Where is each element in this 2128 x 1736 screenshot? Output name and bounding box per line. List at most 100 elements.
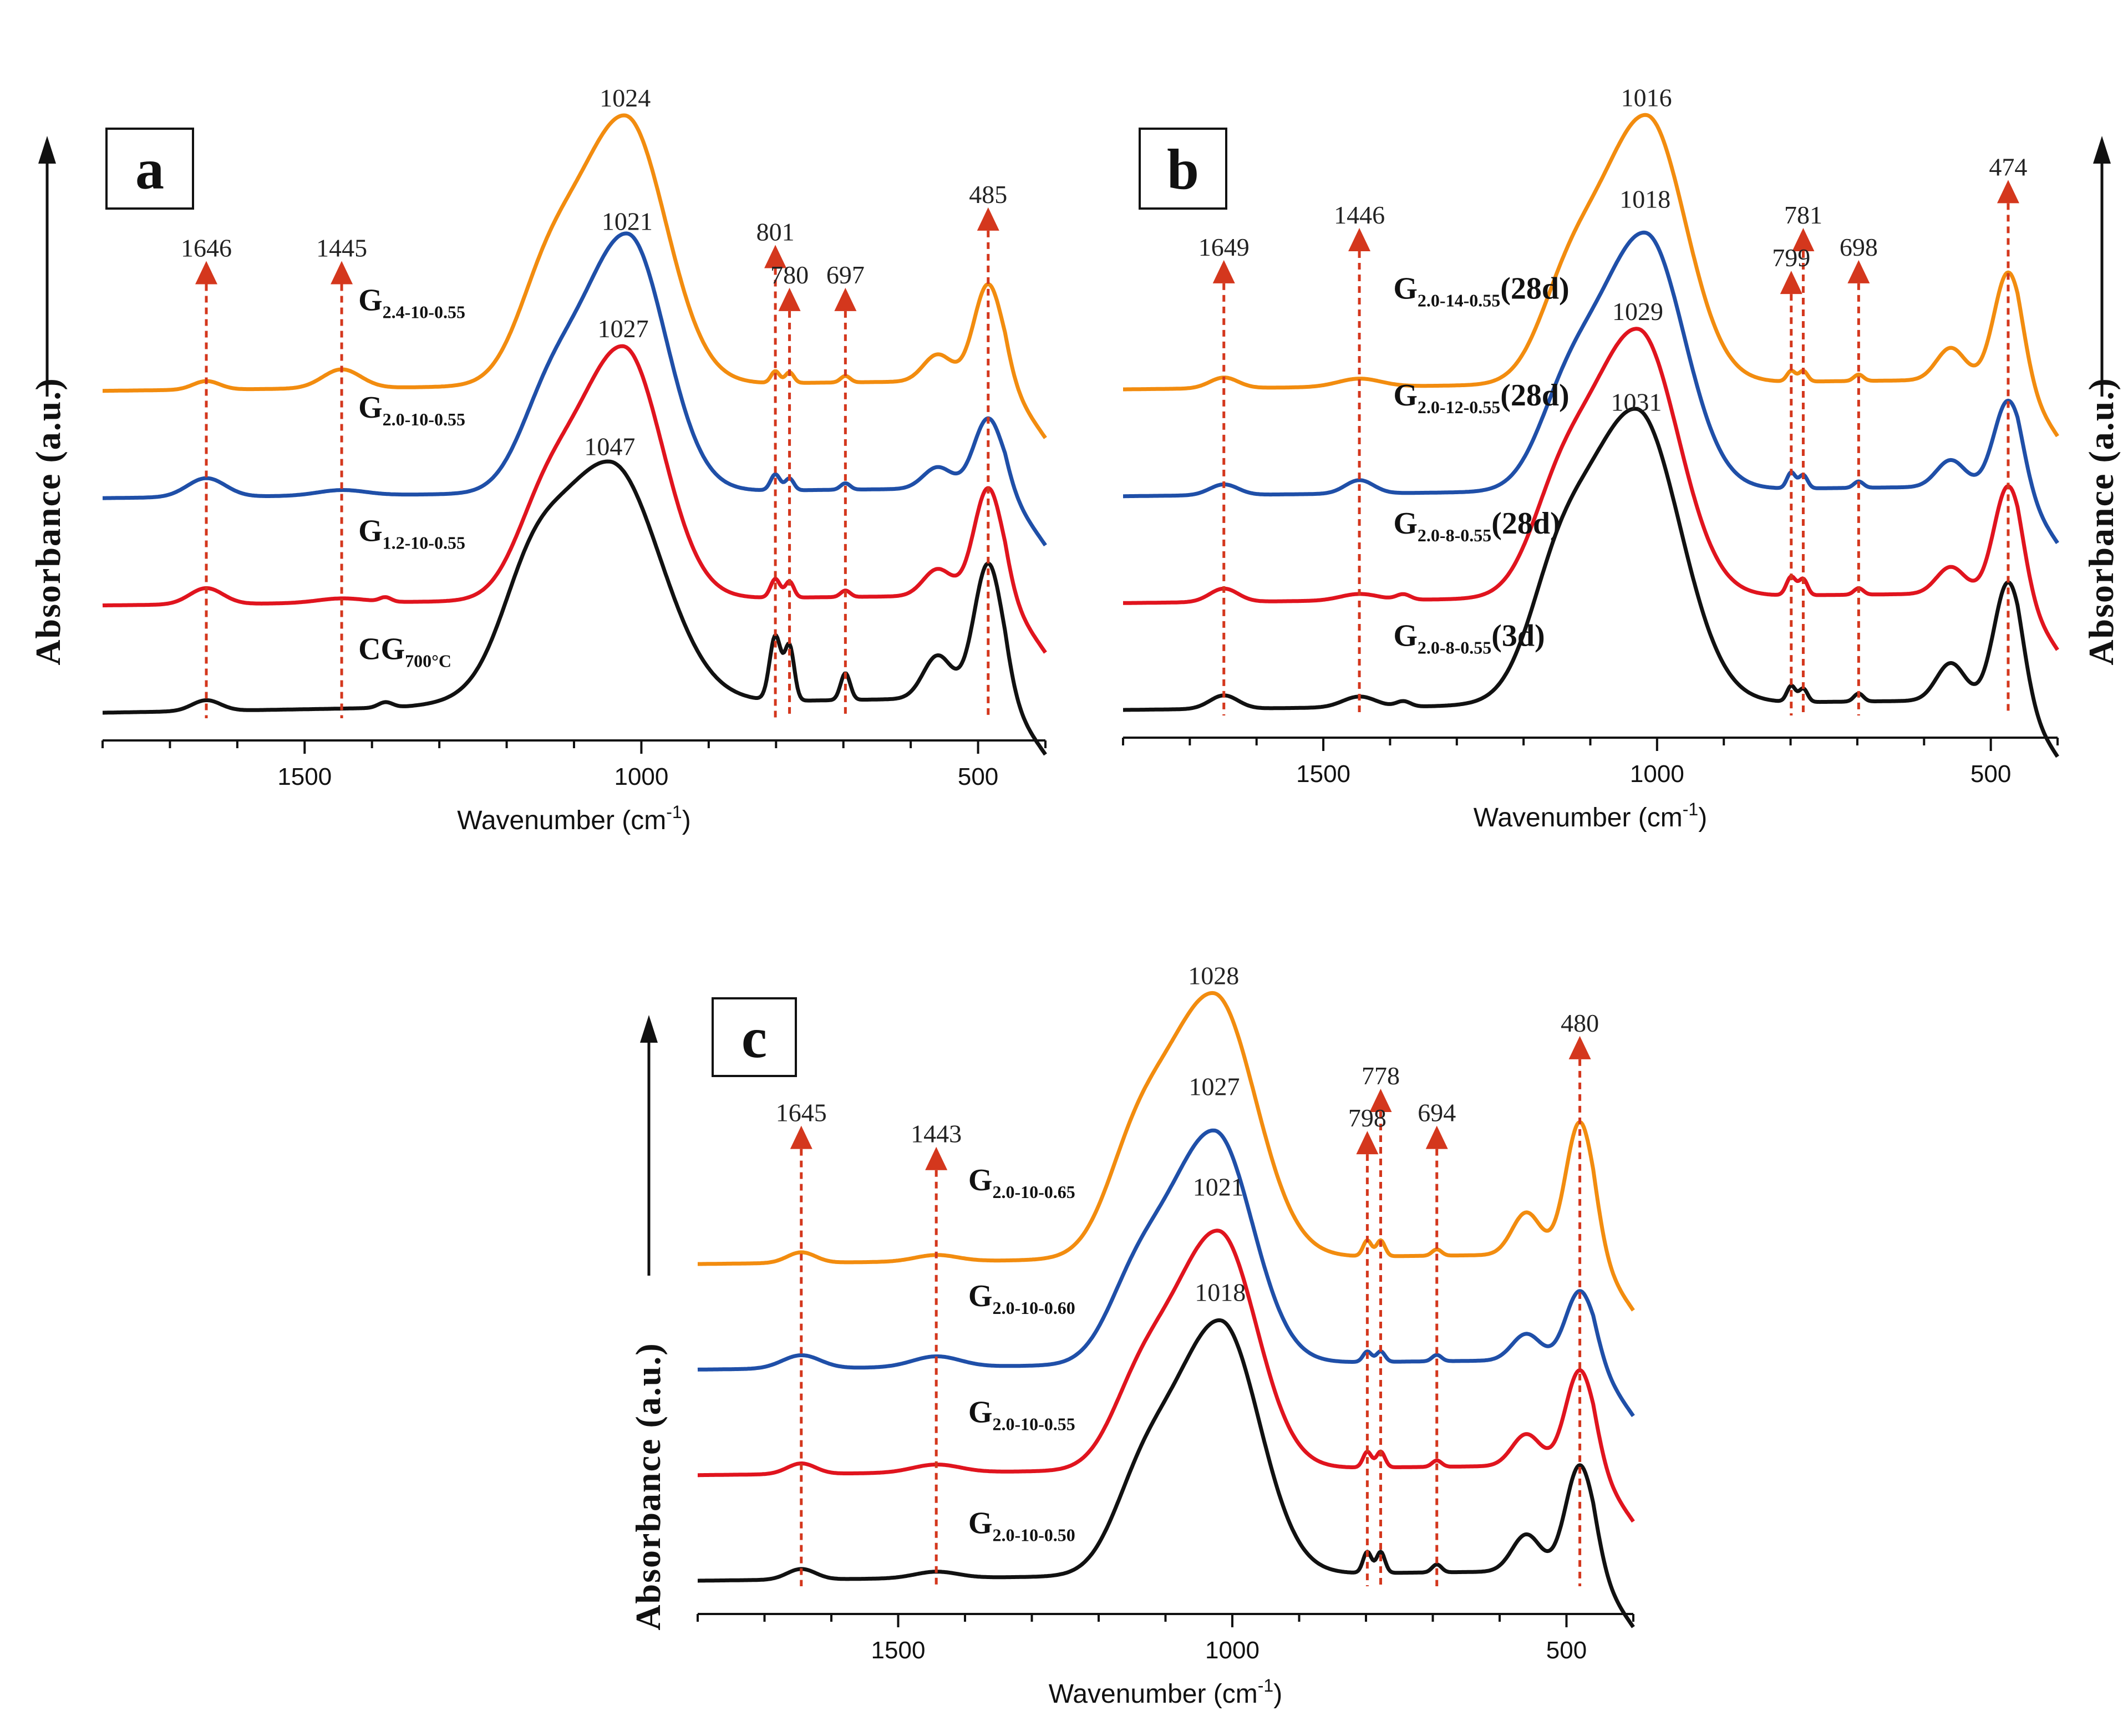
- x-tick-label: 1500: [277, 763, 332, 790]
- series-label-name: G: [968, 1279, 993, 1313]
- x-axis-title-end: ): [682, 806, 691, 835]
- chart-panel-a: 1500 1000 500 Wavenumber (cm-1) Absorbance (…: [28, 84, 1047, 835]
- series-label-name: G: [968, 1506, 993, 1540]
- series-label-subscript: 2.4-10-0.55: [383, 302, 465, 322]
- peak-marker-arrow: [1356, 1131, 1379, 1155]
- peak-marker-arrow: [778, 287, 801, 311]
- x-axis-title-main: Wavenumber (cm: [1474, 803, 1683, 833]
- peak-marker-arrow: [1780, 271, 1802, 295]
- peak-marker-arrow: [1369, 1089, 1392, 1113]
- series-label-tail: (28d): [1500, 378, 1569, 413]
- x-tick-label: 500: [958, 763, 998, 790]
- x-tick-label: 1000: [1630, 760, 1684, 788]
- peak-label: 1028: [1188, 962, 1239, 990]
- chart-panel-b: 1500 1000 500 Wavenumber (cm-1) Absorbance (…: [1122, 83, 2121, 833]
- series-label-subscript: 2.0-10-0.55: [992, 1414, 1075, 1434]
- peak-label: 485: [969, 180, 1007, 209]
- peak-label: 1024: [600, 84, 651, 112]
- series-label: G1.2-10-0.55: [358, 514, 465, 552]
- panel-label: b: [1167, 138, 1199, 201]
- x-axis-title-end: ): [1698, 803, 1707, 833]
- peak-label: 780: [770, 261, 809, 289]
- peak-marker-arrow: [790, 1125, 812, 1149]
- series-label: G2.0-10-0.55: [358, 390, 465, 429]
- peak-label: 1029: [1612, 297, 1663, 326]
- x-axis-title-sup: -1: [1258, 1676, 1273, 1696]
- series-label: G2.0-8-0.55(28d): [1393, 506, 1560, 545]
- peak-label: 1027: [1189, 1073, 1240, 1101]
- spectrum-line: [697, 1318, 1635, 1628]
- peak-marker-arrow: [1212, 260, 1235, 283]
- spectrum-line: [101, 344, 1047, 654]
- x-axis-title-end: ): [1273, 1679, 1282, 1709]
- series-label-subscript: 700°C: [405, 651, 451, 671]
- series-label-name: G: [1393, 271, 1418, 306]
- y-axis-arrow-head: [640, 1015, 658, 1043]
- peak-label: 801: [756, 218, 795, 246]
- series-label-name: G: [1393, 378, 1418, 413]
- series-label-subscript: 2.0-8-0.55: [1418, 525, 1491, 545]
- x-tick-label: 1500: [871, 1637, 926, 1664]
- peak-label: 1018: [1195, 1278, 1246, 1307]
- series-label: G2.0-10-0.50: [968, 1506, 1075, 1545]
- x-axis-title: Wavenumber (cm-1): [1049, 1676, 1282, 1709]
- spectrum-line: [697, 1229, 1635, 1523]
- spectrum-line: [101, 113, 1047, 439]
- peak-label: 1027: [598, 314, 649, 343]
- x-axis-title: Wavenumber (cm-1): [457, 802, 690, 835]
- y-axis-title: Absorbance (a.u.): [2081, 377, 2121, 665]
- series-label-subscript: 2.0-10-0.50: [992, 1525, 1075, 1545]
- series-label: G2.0-10-0.65: [968, 1163, 1075, 1202]
- peak-label: 1047: [584, 433, 635, 461]
- spectrum-line: [1122, 230, 2059, 545]
- peak-label: 778: [1362, 1062, 1400, 1090]
- spectrum-line: [1122, 113, 2059, 438]
- peak-label: 694: [1418, 1099, 1456, 1127]
- peak-label: 1646: [181, 234, 232, 262]
- panel-label: a: [135, 138, 164, 201]
- peak-label: 480: [1561, 1009, 1599, 1037]
- peak-label: 1021: [1193, 1172, 1244, 1201]
- peak-marker-arrow: [834, 287, 857, 311]
- peak-label: 474: [1989, 153, 2027, 181]
- series-label: G2.0-14-0.55(28d): [1393, 271, 1569, 310]
- peak-label: 1649: [1198, 233, 1250, 261]
- series-label-name: G: [358, 514, 383, 548]
- x-axis-title-sup: -1: [666, 802, 682, 822]
- series-label-subscript: 1.2-10-0.55: [383, 532, 465, 552]
- peak-label: 1021: [602, 207, 653, 236]
- spectrum-line: [101, 231, 1047, 547]
- spectrum-line: [697, 991, 1635, 1312]
- peak-marker-arrow: [1348, 228, 1371, 252]
- x-axis-title-sup: -1: [1683, 799, 1698, 819]
- series-label-subscript: 2.0-10-0.60: [992, 1298, 1075, 1318]
- peak-label: 1443: [911, 1120, 962, 1148]
- peak-marker-arrow: [1997, 180, 2019, 204]
- peak-marker-arrow: [1847, 260, 1870, 283]
- y-axis-arrow-head: [2093, 136, 2111, 164]
- series-label-name: CG: [358, 632, 405, 666]
- series-label-subscript: 2.0-10-0.55: [383, 409, 465, 429]
- series-label-name: G: [1393, 506, 1418, 541]
- chart-panel-c: 1500 1000 500 Wavenumber (cm-1) Absorbance (…: [628, 962, 1635, 1709]
- series-label-subscript: 2.0-8-0.55: [1418, 637, 1491, 657]
- x-tick-label: 1500: [1296, 760, 1350, 788]
- peak-label: 781: [1784, 201, 1822, 229]
- peak-marker-arrow: [195, 261, 217, 285]
- series-label-subscript: 2.0-14-0.55: [1418, 290, 1500, 310]
- x-axis-title-main: Wavenumber (cm: [1049, 1679, 1258, 1709]
- peak-marker-arrow: [1792, 228, 1815, 252]
- peak-marker-arrow: [331, 261, 353, 285]
- series-label: G2.0-12-0.55(28d): [1393, 378, 1569, 417]
- series-label-subscript: 2.0-12-0.55: [1418, 397, 1500, 417]
- series-label: G2.4-10-0.55: [358, 283, 465, 322]
- spectrum-line: [1122, 407, 2059, 758]
- peak-marker-arrow: [1568, 1035, 1591, 1059]
- peak-label: 1031: [1611, 388, 1662, 417]
- panel-label-box: [712, 997, 797, 1077]
- panel-label: c: [742, 1006, 767, 1070]
- x-axis-title-main: Wavenumber (cm: [457, 806, 666, 835]
- y-axis-arrow-head: [38, 136, 56, 164]
- x-tick-label: 500: [1546, 1637, 1587, 1664]
- peak-label: 1645: [776, 1099, 827, 1127]
